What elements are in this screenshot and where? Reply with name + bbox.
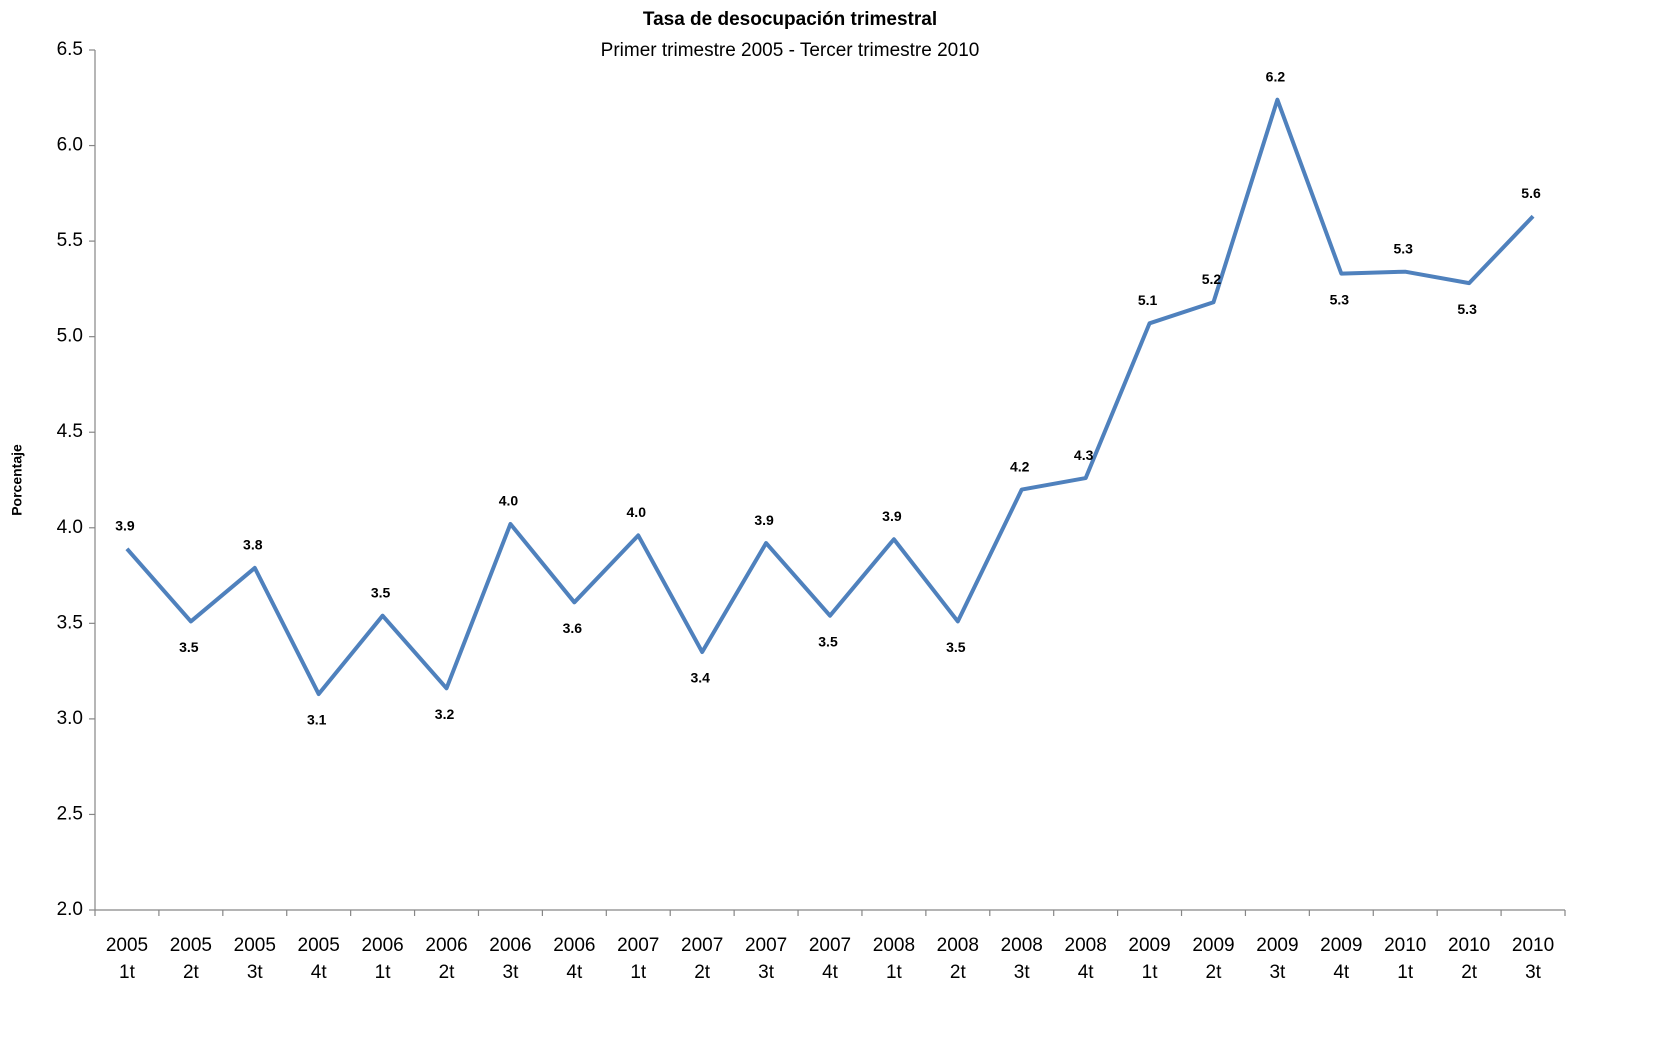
data-line (125, 97, 1535, 697)
x-tick-label: 2008 (1001, 935, 1043, 956)
data-label: 3.5 (179, 639, 199, 655)
data-label: 4.0 (627, 504, 647, 520)
x-tick-label: 2006 (425, 935, 467, 956)
x-tick-label: 4t (1333, 962, 1350, 983)
x-tick-label: 2t (694, 962, 711, 983)
x-tick-label: 1t (1142, 962, 1159, 983)
x-tick-label: 2008 (873, 935, 915, 956)
y-tick-label: 5.5 (57, 230, 83, 251)
data-label: 5.6 (1521, 185, 1541, 201)
data-label: 3.6 (563, 620, 583, 636)
y-tick-label: 5.0 (57, 326, 83, 347)
y-tick-label: 3.0 (57, 708, 83, 729)
x-tick-label: 2t (950, 962, 967, 983)
data-label: 4.3 (1074, 447, 1094, 463)
x-tick-label: 4t (822, 962, 839, 983)
x-tick-label: 2008 (937, 935, 979, 956)
x-tick-label: 2006 (361, 935, 403, 956)
x-tick-label: 3t (1269, 962, 1286, 983)
data-label: 3.9 (882, 508, 902, 524)
data-label: 3.9 (115, 518, 135, 534)
x-tick-label: 2006 (553, 935, 595, 956)
x-tick-label: 2008 (1065, 935, 1107, 956)
x-tick-label: 2t (1206, 962, 1223, 983)
x-tick-label: 3t (247, 962, 264, 983)
data-label: 6.2 (1266, 68, 1286, 84)
data-label: 4.0 (499, 493, 519, 509)
x-tick-label: 2010 (1448, 935, 1490, 956)
x-tick-label: 2007 (617, 935, 659, 956)
x-tick-label: 4t (311, 962, 328, 983)
y-axis-label: Porcentaje (9, 444, 25, 516)
chart-title: Tasa de desocupación trimestral (643, 9, 937, 30)
data-label: 3.4 (690, 670, 710, 686)
x-tick-label: 2006 (489, 935, 531, 956)
x-tick-label: 4t (566, 962, 583, 983)
data-label: 3.5 (946, 639, 966, 655)
x-tick-label: 2009 (1320, 935, 1362, 956)
x-tick-label: 2t (439, 962, 456, 983)
x-tick-label: 2005 (234, 935, 276, 956)
x-tick-label: 2010 (1384, 935, 1426, 956)
data-label: 5.1 (1138, 292, 1158, 308)
y-tick-label: 3.5 (57, 612, 83, 633)
x-tick-label: 1t (119, 962, 136, 983)
x-tick-label: 2t (183, 962, 200, 983)
x-tick-label: 2010 (1512, 935, 1554, 956)
x-tick-label: 2009 (1128, 935, 1170, 956)
x-tick-label: 2007 (681, 935, 723, 956)
x-tick-label: 2005 (170, 935, 212, 956)
x-tick-label: 2t (1461, 962, 1478, 983)
x-tick-label: 1t (375, 962, 392, 983)
y-tick-label: 2.0 (57, 899, 83, 920)
x-tick-label: 2005 (298, 935, 340, 956)
x-tick-label: 2007 (809, 935, 851, 956)
data-label: 5.2 (1202, 271, 1222, 287)
x-tick-label: 3t (1525, 962, 1542, 983)
x-tick-label: 1t (886, 962, 903, 983)
data-label: 3.5 (371, 584, 391, 600)
x-tick-label: 3t (758, 962, 775, 983)
data-label: 3.9 (754, 512, 774, 528)
x-tick-label: 1t (630, 962, 647, 983)
data-label: 4.2 (1010, 458, 1030, 474)
x-tick-label: 2009 (1192, 935, 1234, 956)
data-label: 5.3 (1330, 291, 1350, 307)
y-tick-label: 6.5 (57, 39, 83, 60)
y-tick-label: 4.0 (57, 517, 83, 538)
y-tick-label: 2.5 (57, 803, 83, 824)
data-label: 5.3 (1393, 240, 1413, 256)
x-tick-label: 4t (1078, 962, 1095, 983)
x-tick-label: 3t (503, 962, 520, 983)
x-tick-label: 2005 (106, 935, 148, 956)
x-tick-label: 2007 (745, 935, 787, 956)
y-tick-label: 6.0 (57, 135, 83, 156)
x-tick-label: 1t (1397, 962, 1414, 983)
data-label: 5.3 (1457, 301, 1477, 317)
data-label: 3.2 (435, 706, 455, 722)
data-label: 3.1 (307, 712, 327, 728)
x-tick-label: 3t (1014, 962, 1031, 983)
y-tick-label: 4.5 (57, 421, 83, 442)
data-label: 3.8 (243, 537, 263, 553)
data-label: 3.5 (818, 633, 838, 649)
chart-subtitle: Primer trimestre 2005 - Tercer trimestre… (601, 40, 980, 61)
x-tick-label: 2009 (1256, 935, 1298, 956)
